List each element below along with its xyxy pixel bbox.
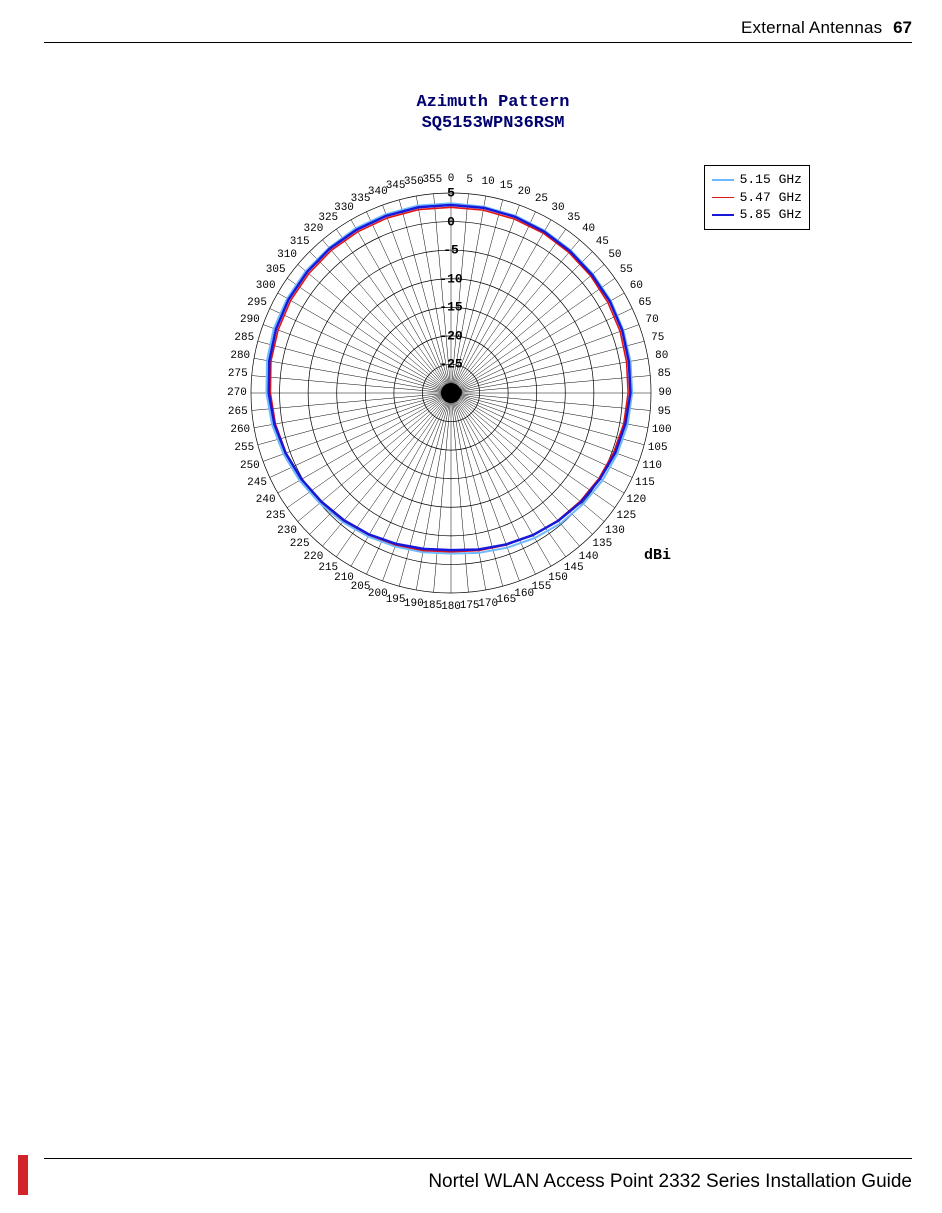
legend-swatch <box>712 214 734 216</box>
angle-tick-label: 345 <box>386 180 406 192</box>
angle-tick-label: 225 <box>290 538 310 550</box>
angle-tick-label: 215 <box>318 562 338 574</box>
angle-tick-label: 105 <box>648 442 668 454</box>
angle-tick-label: 185 <box>422 600 442 612</box>
angle-tick-label: 40 <box>582 223 595 235</box>
angle-tick-label: 65 <box>638 297 651 309</box>
angle-tick-label: 80 <box>655 350 668 362</box>
angle-tick-label: 275 <box>228 368 248 380</box>
angle-tick-label: 190 <box>404 598 424 610</box>
angle-tick-label: 140 <box>579 551 599 563</box>
angle-tick-label: 280 <box>230 350 250 362</box>
angle-tick-label: 320 <box>304 223 324 235</box>
radial-tick-label: -10 <box>439 271 462 286</box>
radial-tick-label: -20 <box>439 328 462 343</box>
angle-tick-label: 235 <box>266 510 286 522</box>
angle-tick-label: 265 <box>228 406 248 418</box>
radial-tick-label: -5 <box>443 243 459 258</box>
angle-tick-label: 20 <box>518 186 531 198</box>
radial-tick-label: -25 <box>439 357 462 372</box>
angle-tick-label: 120 <box>626 494 646 506</box>
chart-title-line1: Azimuth Pattern <box>176 93 810 114</box>
legend-label: 5.15 GHz <box>740 171 802 189</box>
angle-tick-label: 10 <box>482 176 495 188</box>
legend-swatch <box>712 179 734 181</box>
angle-tick-label: 160 <box>514 588 534 600</box>
angle-tick-label: 290 <box>240 314 260 326</box>
angle-tick-label: 250 <box>240 460 260 472</box>
footer-text: Nortel WLAN Access Point 2332 Series Ins… <box>428 1171 912 1193</box>
radial-tick-label: 5 <box>447 186 455 201</box>
footer-rule <box>44 1158 912 1159</box>
angle-tick-label: 310 <box>277 249 297 261</box>
angle-tick-label: 115 <box>635 477 655 489</box>
angle-tick-label: 270 <box>227 387 247 399</box>
document-page: External Antennas 67 Azimuth Pattern SQ5… <box>0 0 942 1213</box>
header-rule <box>44 42 912 43</box>
angle-tick-label: 30 <box>551 202 564 214</box>
angle-tick-label: 50 <box>608 249 621 261</box>
angle-tick-label: 305 <box>266 264 286 276</box>
angle-tick-label: 95 <box>658 406 671 418</box>
chart-legend: 5.15 GHz5.47 GHz5.85 GHz <box>704 165 810 230</box>
azimuth-chart: Azimuth Pattern SQ5153WPN36RSM 051015202… <box>175 86 811 646</box>
legend-item: 5.15 GHz <box>712 171 802 189</box>
angle-tick-label: 85 <box>658 368 671 380</box>
angle-tick-label: 35 <box>567 212 580 224</box>
angle-tick-label: 90 <box>658 387 671 399</box>
header-page-number: 67 <box>893 18 912 37</box>
angle-tick-label: 130 <box>605 525 625 537</box>
angle-tick-label: 180 <box>441 601 461 613</box>
legend-label: 5.47 GHz <box>740 189 802 207</box>
angle-tick-label: 240 <box>256 494 276 506</box>
radial-tick-label: -15 <box>439 300 462 315</box>
radial-tick-label: -30 <box>439 386 462 401</box>
angle-tick-label: 100 <box>652 424 672 436</box>
angle-tick-label: 355 <box>422 174 442 186</box>
legend-label: 5.85 GHz <box>740 206 802 224</box>
unit-label: dBi <box>644 547 671 564</box>
angle-tick-label: 60 <box>630 280 643 292</box>
angle-tick-label: 165 <box>496 594 516 606</box>
revision-change-bar <box>18 1155 28 1195</box>
angle-tick-label: 45 <box>596 236 609 248</box>
angle-tick-label: 155 <box>532 581 552 593</box>
angle-tick-label: 295 <box>247 297 267 309</box>
angle-tick-label: 5 <box>466 174 473 186</box>
angle-tick-label: 350 <box>404 176 424 188</box>
angle-tick-label: 230 <box>277 525 297 537</box>
chart-title-line2: SQ5153WPN36RSM <box>176 114 810 135</box>
angle-tick-label: 220 <box>304 551 324 563</box>
angle-tick-label: 15 <box>500 180 513 192</box>
angle-tick-label: 195 <box>386 594 406 606</box>
angle-tick-label: 75 <box>651 332 664 344</box>
angle-tick-label: 260 <box>230 424 250 436</box>
angle-tick-label: 315 <box>290 236 310 248</box>
angle-tick-label: 285 <box>234 332 254 344</box>
chart-title: Azimuth Pattern SQ5153WPN36RSM <box>176 93 810 134</box>
angle-tick-label: 25 <box>535 193 548 205</box>
header-section: External Antennas <box>741 18 882 37</box>
angle-tick-label: 110 <box>642 460 662 472</box>
angle-tick-label: 135 <box>592 538 612 550</box>
angle-tick-label: 55 <box>620 264 633 276</box>
angle-tick-label: 0 <box>448 173 455 185</box>
legend-item: 5.85 GHz <box>712 206 802 224</box>
legend-swatch <box>712 197 734 198</box>
angle-tick-label: 255 <box>234 442 254 454</box>
page-header: External Antennas 67 <box>44 18 912 40</box>
angle-tick-label: 200 <box>368 588 388 600</box>
angle-tick-label: 245 <box>247 477 267 489</box>
angle-tick-label: 70 <box>645 314 658 326</box>
angle-tick-label: 170 <box>478 598 498 610</box>
legend-item: 5.47 GHz <box>712 189 802 207</box>
angle-tick-label: 175 <box>460 600 480 612</box>
angle-tick-label: 300 <box>256 280 276 292</box>
radial-tick-label: 0 <box>447 214 455 229</box>
angle-tick-label: 125 <box>616 510 636 522</box>
